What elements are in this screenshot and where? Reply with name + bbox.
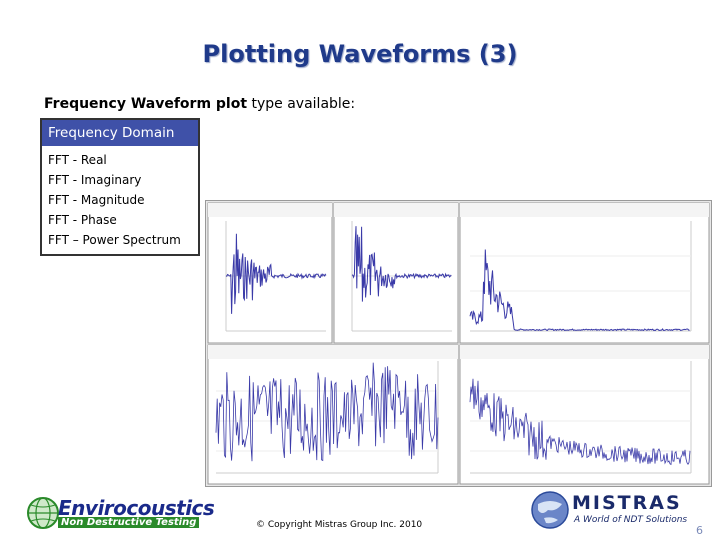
logo-main-text: Envirocoustics	[58, 496, 215, 520]
list-item: FFT - Magnitude	[48, 193, 145, 207]
plot-panel-power-spectrum	[459, 344, 710, 485]
page-number: 6	[696, 524, 703, 537]
mistras-sub-text: A World of NDT Solutions	[574, 515, 688, 525]
plot-panel-magnitude	[459, 202, 710, 344]
frequency-domain-box: Frequency Domain FFT - Real FFT - Imagin…	[40, 118, 200, 256]
envirocoustics-logo: Envirocoustics Non Destructive Testing	[26, 496, 215, 530]
plot-panel-phase	[207, 344, 459, 485]
slide-subtitle: Frequency Waveform plot type available:	[44, 96, 355, 112]
list-item: FFT - Real	[48, 153, 107, 167]
list-item: FFT - Phase	[48, 213, 117, 227]
list-item: FFT – Power Spectrum	[48, 233, 181, 247]
waveform-plots-screenshot	[205, 200, 712, 487]
mistras-main-text: MISTRAS	[572, 492, 682, 514]
frequency-domain-list: FFT - Real FFT - Imaginary FFT - Magnitu…	[42, 146, 198, 250]
logo-sub-text: Non Destructive Testing	[58, 517, 200, 528]
subtitle-rest: type available:	[247, 96, 356, 112]
plot-panel-time-2	[333, 202, 459, 344]
mistras-logo: MISTRAS A World of NDT Solutions	[530, 490, 695, 532]
copyright-text: © Copyright Mistras Group Inc. 2010	[256, 520, 423, 530]
globe-icon	[27, 497, 59, 529]
list-item: FFT - Imaginary	[48, 173, 142, 187]
plot-panel-time-1	[207, 202, 333, 344]
slide-title: Plotting Waveforms (3)	[202, 40, 518, 68]
frequency-domain-header: Frequency Domain	[42, 120, 198, 146]
waveform-plots-graphic	[207, 202, 710, 485]
mistras-globe-icon	[531, 491, 569, 529]
subtitle-bold: Frequency Waveform plot	[44, 96, 248, 112]
